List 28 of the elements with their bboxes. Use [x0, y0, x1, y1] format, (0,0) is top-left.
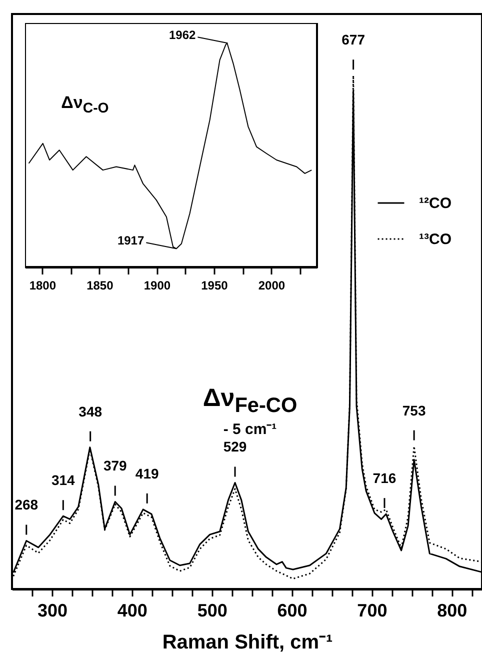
annotation: 716 — [372, 470, 396, 486]
annotation: 753 — [402, 402, 426, 418]
annotation: Δν$_{Fe-CO}$ — [202, 384, 298, 418]
x-tick-label: 300 — [37, 600, 68, 620]
annotation: - 5 cm⁻¹ — [223, 420, 277, 438]
x-axis-title: Raman Shift, cm⁻¹ — [162, 632, 334, 654]
annotation: 268 — [14, 496, 38, 513]
x-tick-label: 1900 — [144, 278, 171, 292]
annotation: 419 — [135, 465, 159, 482]
x-tick-label: 800 — [437, 600, 468, 620]
x-tick-label: 400 — [117, 600, 148, 620]
annotation: 314 — [51, 472, 76, 488]
annotation: 677 — [342, 32, 366, 48]
x-tick-label: 2000 — [258, 278, 286, 292]
annotation: 529 — [223, 438, 247, 455]
legend-label: ¹²CO — [419, 195, 452, 212]
annotation: 1962 — [168, 28, 196, 42]
x-tick-label: 1800 — [29, 278, 56, 292]
annotation: 379 — [103, 458, 128, 474]
annotation: Δν$_{C-O}$ — [61, 93, 109, 116]
annotation: 1917 — [117, 234, 144, 248]
x-tick-label: 1850 — [86, 278, 114, 292]
x-tick-label: 1950 — [201, 278, 228, 292]
x-tick-label: 600 — [277, 600, 308, 620]
x-tick-label: 500 — [197, 600, 228, 620]
annotation: 348 — [78, 403, 102, 420]
legend-label: ¹³CO — [419, 231, 452, 248]
x-tick-label: 700 — [357, 600, 388, 620]
